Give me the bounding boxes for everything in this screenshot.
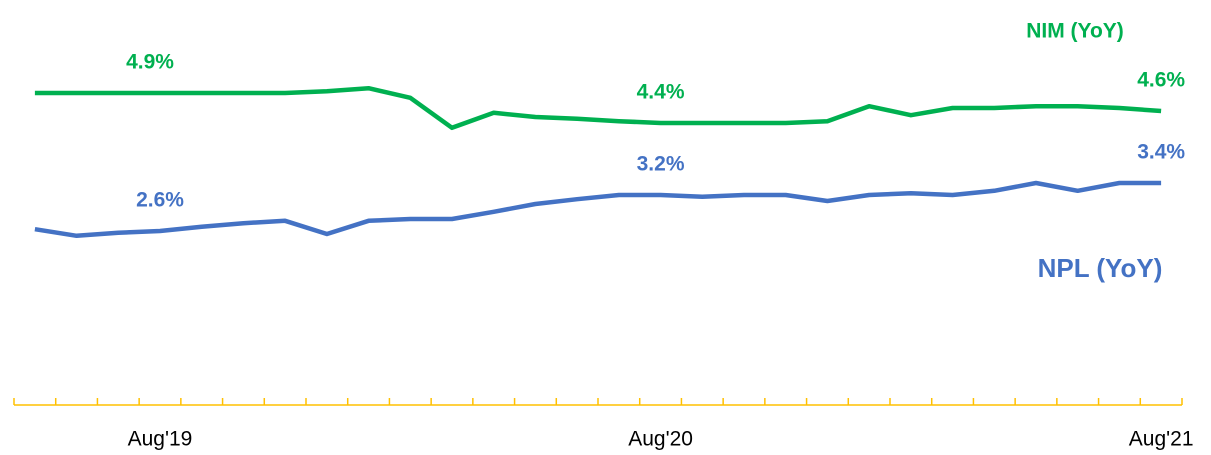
data-label: 4.9%: [126, 51, 174, 74]
series-name: NPL (YoY): [1038, 253, 1163, 283]
data-label: 3.2%: [637, 153, 685, 176]
x-tick-label: Aug'21: [1129, 428, 1194, 451]
data-label: 3.4%: [1137, 141, 1185, 164]
x-tick-label: Aug'19: [128, 428, 193, 451]
series-name: NIM (YoY): [1026, 20, 1124, 43]
data-label: 2.6%: [136, 189, 184, 212]
x-tick-label: Aug'20: [628, 428, 693, 451]
data-label: 4.6%: [1137, 69, 1185, 92]
line-series: [34, 180, 1162, 239]
line-series: [34, 85, 1162, 131]
data-label: 4.4%: [637, 81, 685, 104]
